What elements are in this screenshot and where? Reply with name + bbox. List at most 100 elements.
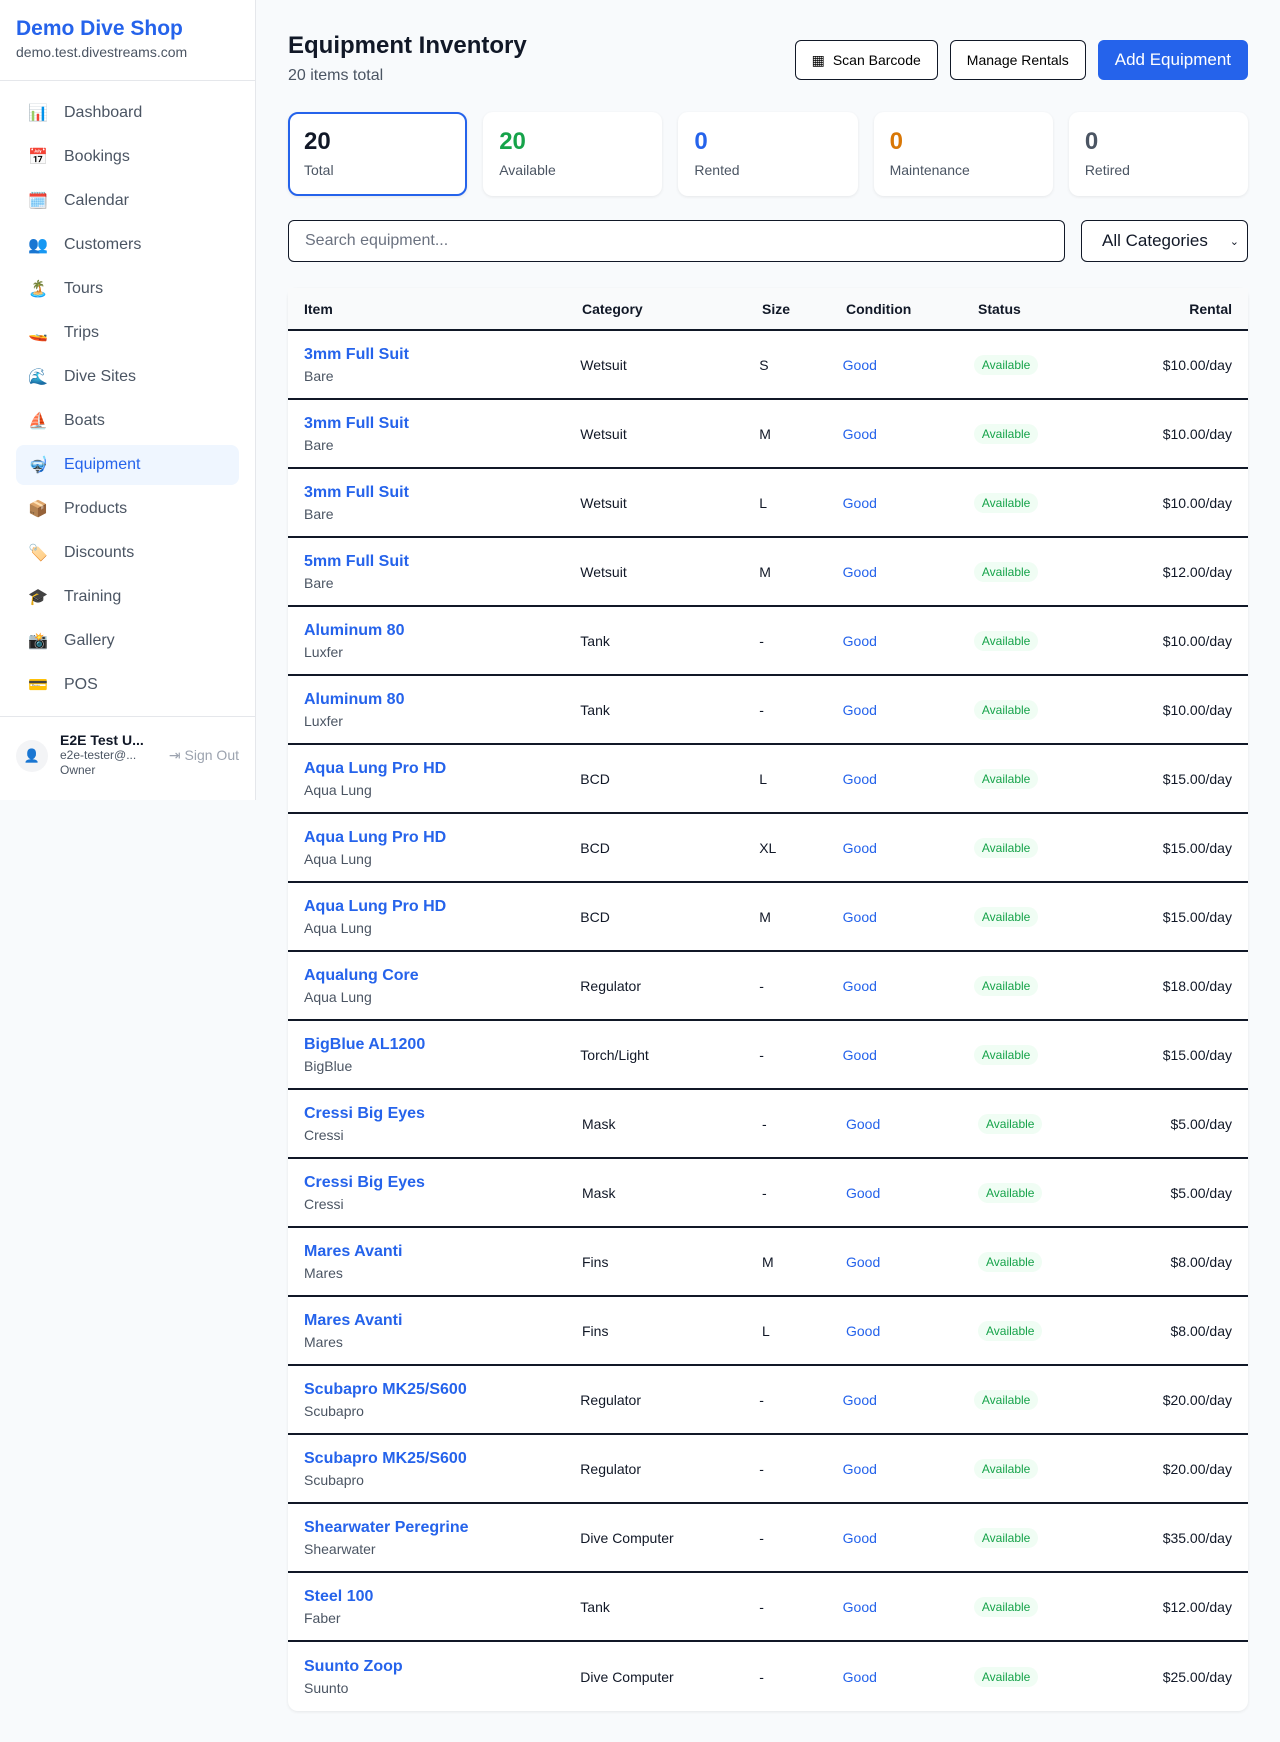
item-name-link[interactable]: BigBlue AL1200	[304, 1035, 426, 1053]
shop-domain: demo.test.divestreams.com	[16, 44, 188, 60]
scan-barcode-button[interactable]: ▦ Scan Barcode	[794, 40, 938, 80]
sidebar-item-gallery[interactable]: 📸 Gallery	[16, 621, 239, 661]
item-name-link[interactable]: Aqualung Core	[304, 966, 419, 984]
header-size[interactable]: Size	[762, 300, 791, 317]
boats-icon: ⛵	[28, 413, 48, 430]
item-category: Tank	[580, 1598, 610, 1615]
header-category[interactable]: Category	[582, 300, 643, 317]
item-brand: Bare	[304, 436, 334, 453]
item-name-link[interactable]: Scubapro MK25/S600	[304, 1449, 467, 1467]
item-category: Tank	[580, 632, 610, 649]
item-name-link[interactable]: Aqua Lung Pro HD	[304, 828, 447, 846]
item-name-link[interactable]: Suunto Zoop	[304, 1657, 403, 1675]
item-name-link[interactable]: Aqua Lung Pro HD	[304, 897, 447, 915]
item-name-link[interactable]: Aluminum 80	[304, 690, 405, 708]
item-name-link[interactable]: 3mm Full Suit	[304, 414, 409, 432]
stat-label: Available	[499, 162, 556, 178]
header-status[interactable]: Status	[978, 300, 1021, 317]
item-category: Regulator	[580, 977, 641, 994]
item-name-link[interactable]: 3mm Full Suit	[304, 345, 409, 363]
item-name-link[interactable]: Scubapro MK25/S600	[304, 1380, 467, 1398]
item-name-link[interactable]: Mares Avanti	[304, 1242, 403, 1260]
stat-card-total[interactable]: 20 Total	[288, 112, 468, 196]
sidebar-item-label: Dive Sites	[64, 368, 137, 385]
table-row: Aluminum 80 Luxfer Tank - Good Available …	[288, 607, 1248, 676]
sidebar-item-products[interactable]: 📦 Products	[16, 489, 239, 529]
item-category: Mask	[582, 1115, 616, 1132]
sidebar-item-discounts[interactable]: 🏷️ Discounts	[16, 533, 239, 573]
stats-row: 20 Total 20 Available 0 Rented 0 Maintenance 0 Re…	[288, 112, 1249, 196]
sidebar-item-calendar[interactable]: 🗓️ Calendar	[16, 181, 239, 221]
sidebar-item-equipment[interactable]: 🤿 Equipment	[16, 445, 239, 485]
status-badge: Available	[978, 1182, 1043, 1203]
item-name-link[interactable]: 5mm Full Suit	[304, 552, 409, 570]
table-row: Cressi Big Eyes Cressi Mask - Good Availa…	[288, 1090, 1248, 1159]
item-name-link[interactable]: Aqua Lung Pro HD	[304, 759, 447, 777]
item-category: Regulator	[580, 1460, 641, 1477]
item-name-link[interactable]: Cressi Big Eyes	[304, 1104, 425, 1122]
manage-rentals-button[interactable]: Manage Rentals	[949, 40, 1086, 80]
sidebar-item-pos[interactable]: 💳 POS	[16, 665, 239, 705]
table-row: 3mm Full Suit Bare Wetsuit L Good Availab…	[288, 469, 1248, 538]
sign-out-button[interactable]: ⇥ Sign Out	[169, 747, 239, 764]
table-row: Aqua Lung Pro HD Aqua Lung BCD M Good Ava…	[288, 883, 1248, 952]
sidebar-item-tours[interactable]: 🏝️ Tours	[16, 269, 239, 309]
item-rental-price: $5.00/day	[1170, 1115, 1233, 1132]
sidebar-item-label: Discounts	[64, 544, 135, 561]
item-condition: Good	[842, 1668, 877, 1685]
item-name-link[interactable]: 3mm Full Suit	[304, 483, 409, 501]
item-rental-price: $15.00/day	[1162, 770, 1232, 787]
item-category: Regulator	[580, 1391, 641, 1408]
add-equipment-button[interactable]: Add Equipment	[1097, 40, 1248, 80]
sidebar-item-dive-sites[interactable]: 🌊 Dive Sites	[16, 357, 239, 397]
header-condition[interactable]: Condition	[846, 300, 912, 317]
table-row: 3mm Full Suit Bare Wetsuit M Good Availab…	[288, 400, 1248, 469]
shop-name[interactable]: Demo Dive Shop	[16, 17, 183, 40]
header-item[interactable]: Item	[304, 300, 333, 317]
item-brand: BigBlue	[304, 1057, 353, 1074]
item-brand: Scubapro	[304, 1471, 364, 1488]
item-rental-price: $35.00/day	[1162, 1529, 1232, 1546]
item-size: M	[759, 908, 771, 925]
sidebar-item-boats[interactable]: ⛵ Boats	[16, 401, 239, 441]
sidebar-item-dashboard[interactable]: 📊 Dashboard	[16, 93, 239, 133]
sidebar-item-bookings[interactable]: 📅 Bookings	[16, 137, 239, 177]
category-select[interactable]: All Categories ⌄	[1081, 220, 1248, 262]
status-badge: Available	[973, 1044, 1039, 1065]
header-rental[interactable]: Rental	[1189, 300, 1232, 317]
stat-card-retired[interactable]: 0 Retired	[1068, 112, 1249, 196]
item-name-link[interactable]: Cressi Big Eyes	[304, 1173, 425, 1191]
stat-card-maintenance[interactable]: 0 Maintenance	[873, 112, 1053, 196]
item-name-link[interactable]: Steel 100	[304, 1587, 374, 1605]
trips-icon: 🚤	[28, 325, 48, 342]
category-value: All Categories	[1102, 231, 1208, 250]
stat-card-rented[interactable]: 0 Rented	[678, 112, 858, 196]
stat-card-available[interactable]: 20 Available	[483, 112, 663, 196]
item-category: BCD	[580, 908, 610, 925]
item-brand: Faber	[304, 1609, 341, 1626]
sign-out-label: Sign Out	[184, 747, 239, 763]
item-rental-price: $10.00/day	[1162, 356, 1232, 373]
item-brand: Scubapro	[304, 1402, 364, 1419]
item-category: Wetsuit	[580, 494, 627, 511]
item-rental-price: $15.00/day	[1162, 1046, 1232, 1063]
qr-code-icon: ▦	[811, 51, 825, 68]
search-input[interactable]	[288, 220, 1065, 262]
item-condition: Good	[846, 1253, 881, 1270]
sidebar-item-trips[interactable]: 🚤 Trips	[16, 313, 239, 353]
item-name-link[interactable]: Shearwater Peregrine	[304, 1518, 469, 1536]
item-brand: Shearwater	[304, 1540, 376, 1557]
item-name-link[interactable]: Aluminum 80	[304, 621, 405, 639]
item-condition: Good	[846, 1115, 881, 1132]
sidebar-item-customers[interactable]: 👥 Customers	[16, 225, 239, 265]
user-role: Owner	[60, 763, 96, 777]
item-name-link[interactable]: Mares Avanti	[304, 1311, 403, 1329]
item-rental-price: $15.00/day	[1162, 908, 1232, 925]
table-row: Steel 100 Faber Tank - Good Available $12…	[288, 1573, 1248, 1642]
item-size: M	[759, 563, 771, 580]
table-row: Aqua Lung Pro HD Aqua Lung BCD XL Good Av…	[288, 814, 1248, 883]
sidebar-item-training[interactable]: 🎓 Training	[16, 577, 239, 617]
item-brand: Aqua Lung	[304, 850, 372, 867]
item-rental-price: $25.00/day	[1162, 1668, 1232, 1685]
item-category: BCD	[580, 770, 610, 787]
